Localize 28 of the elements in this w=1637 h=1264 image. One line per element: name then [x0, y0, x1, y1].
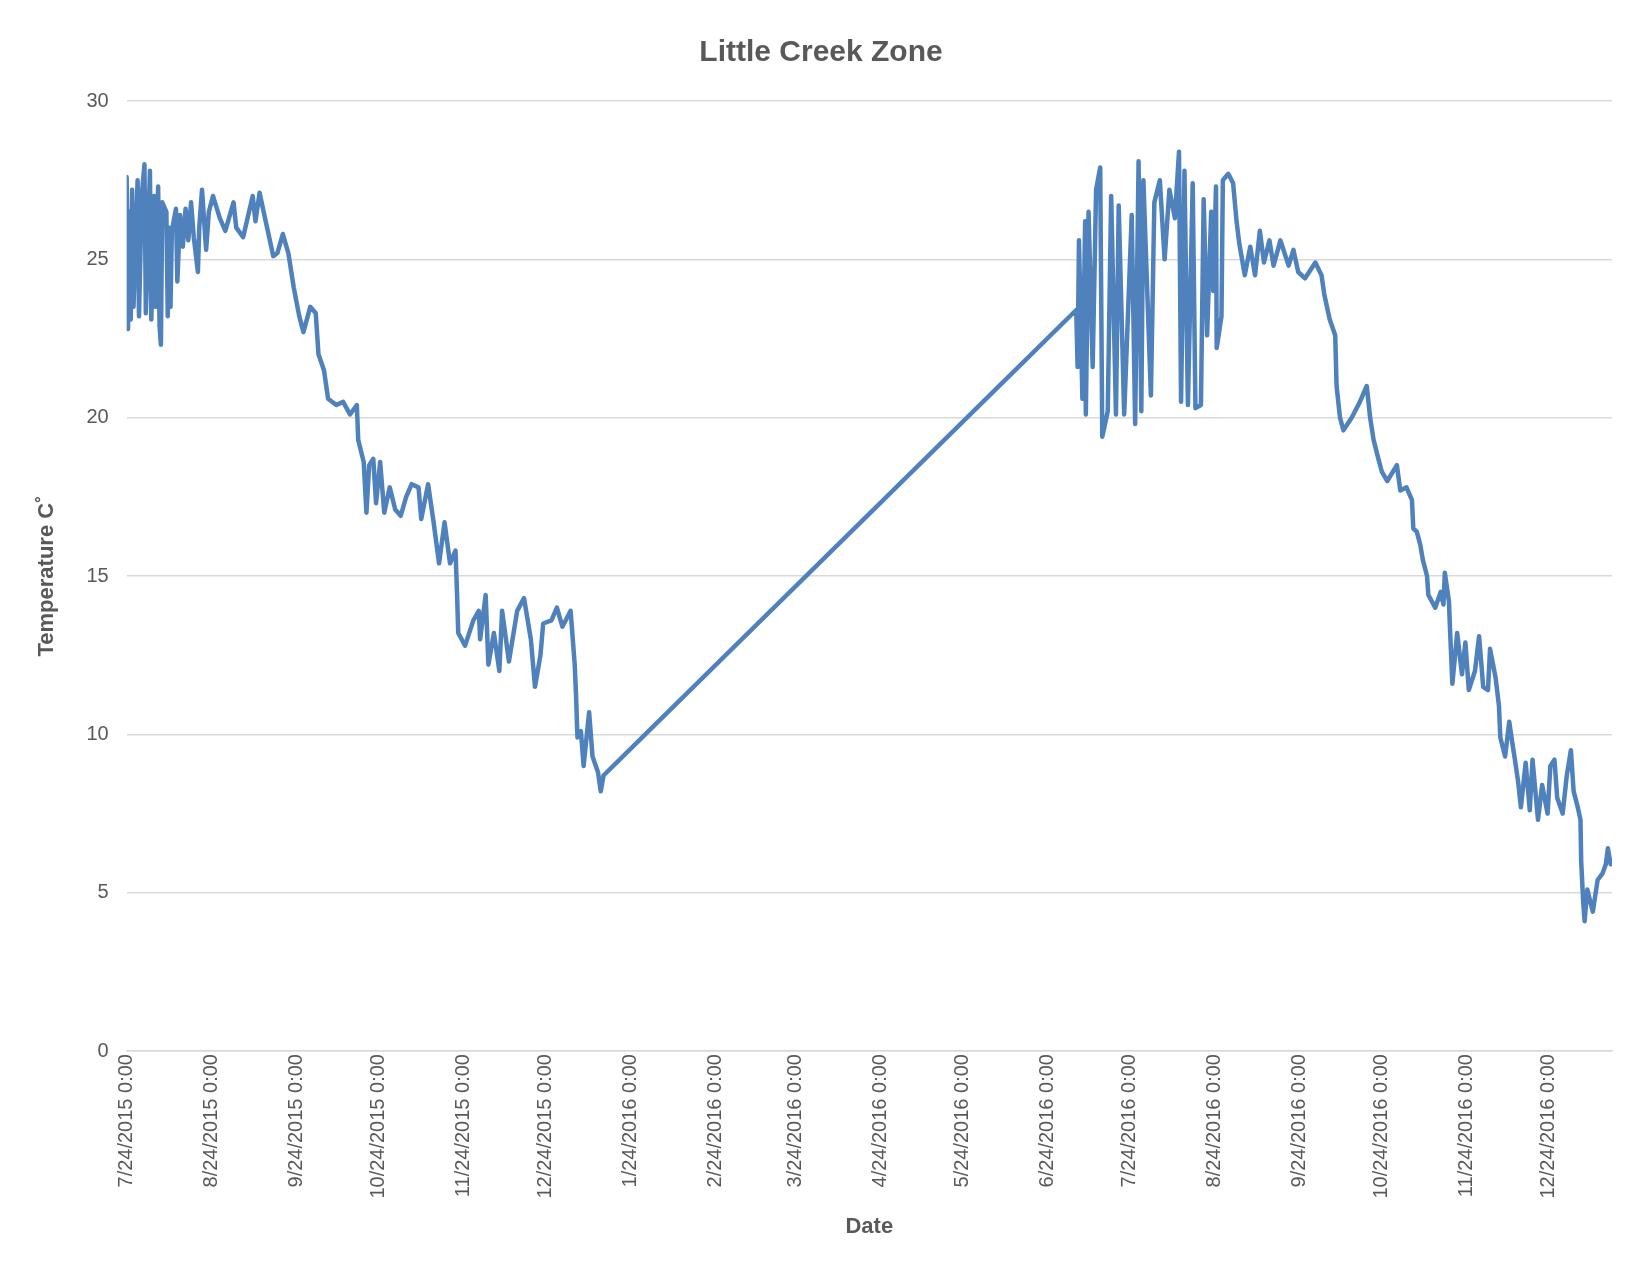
x-tick-label: 9/24/2015 0:00: [284, 1054, 307, 1188]
x-tick-label: 5/24/2016 0:00: [950, 1054, 973, 1188]
y-tick-label: 15: [86, 563, 109, 586]
y-tick-label: 30: [86, 88, 109, 111]
x-tick-label: 6/24/2016 0:00: [1034, 1054, 1057, 1188]
x-tick-label: 10/24/2016 0:00: [1369, 1054, 1392, 1199]
y-tick-label: 20: [86, 405, 109, 428]
x-tick-label: 8/24/2015 0:00: [199, 1054, 222, 1188]
x-tick-label: 11/24/2015 0:00: [451, 1054, 474, 1198]
x-tick-label: 11/24/2016 0:00: [1454, 1054, 1477, 1198]
x-tick-label: 8/24/2016 0:00: [1202, 1054, 1225, 1188]
x-tick-label: 4/24/2016 0:00: [867, 1054, 890, 1188]
y-tick-label: 5: [97, 880, 109, 903]
x-tick-label: 3/24/2016 0:00: [782, 1054, 805, 1188]
y-tick-label: 10: [86, 721, 109, 744]
x-tick-label: 12/24/2015 0:00: [533, 1054, 556, 1199]
x-tick-label: 9/24/2016 0:00: [1287, 1054, 1310, 1188]
y-tick-label: 0: [97, 1038, 109, 1061]
x-tick-label: 12/24/2016 0:00: [1536, 1054, 1559, 1199]
x-tick-label: 7/24/2016 0:00: [1117, 1054, 1140, 1188]
x-tick-label: 7/24/2015 0:00: [114, 1054, 137, 1188]
y-tick-label: 25: [86, 246, 109, 269]
x-axis-title: Date: [845, 1212, 894, 1238]
x-tick-label: 10/24/2015 0:00: [366, 1054, 389, 1199]
y-axis-title: Temperature C˚: [33, 495, 59, 657]
chart-title: Little Creek Zone: [699, 34, 943, 68]
x-tick-label: 2/24/2016 0:00: [703, 1054, 726, 1188]
x-tick-label: 1/24/2016 0:00: [618, 1054, 641, 1188]
